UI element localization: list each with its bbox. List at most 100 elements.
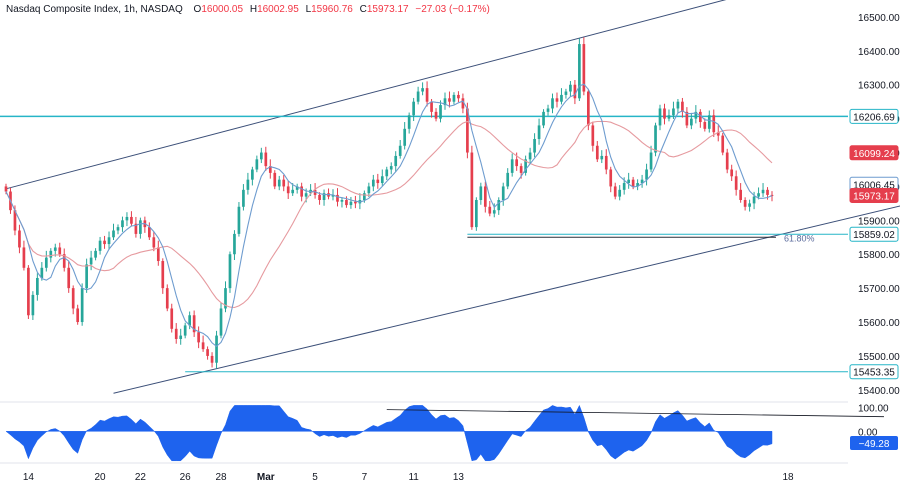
change-value: −27.03 (−0.17%) bbox=[415, 4, 490, 15]
candle-body bbox=[730, 169, 734, 177]
price-label-box bbox=[849, 364, 899, 380]
candle-body bbox=[564, 91, 568, 95]
candle-body bbox=[389, 166, 393, 170]
candle-body bbox=[654, 125, 657, 153]
candle-body bbox=[676, 101, 680, 109]
candle-body bbox=[573, 84, 577, 99]
candle-body bbox=[210, 355, 214, 363]
candle-body bbox=[192, 315, 196, 333]
candle-body bbox=[501, 186, 505, 200]
candle-body bbox=[367, 186, 371, 194]
candle-body bbox=[251, 169, 254, 180]
candle-body bbox=[748, 203, 751, 207]
price-label-text: 15859.02 bbox=[853, 230, 895, 241]
candle-body bbox=[604, 155, 608, 170]
candle-body bbox=[246, 179, 250, 190]
price-label-text: 16206.69 bbox=[853, 112, 895, 123]
time-tick-label: 11 bbox=[408, 472, 419, 483]
candle-body bbox=[18, 230, 21, 248]
candle-body bbox=[398, 145, 402, 156]
price-tick-label: 15900.00 bbox=[858, 216, 900, 227]
candle-body bbox=[116, 227, 120, 231]
candle-body bbox=[304, 193, 308, 197]
candle-body bbox=[743, 200, 747, 207]
oscillator-pane bbox=[5, 404, 884, 462]
candle-body bbox=[434, 111, 438, 119]
candle-body bbox=[524, 159, 527, 173]
oscillator-tick-label: 100.00 bbox=[858, 404, 889, 415]
candle-body bbox=[139, 220, 142, 234]
candle-body bbox=[712, 115, 716, 133]
open-label: O bbox=[193, 4, 202, 15]
candle-body bbox=[255, 159, 259, 170]
candle-body bbox=[89, 257, 93, 265]
candle-body bbox=[125, 216, 129, 221]
close-value: 15973.17 bbox=[366, 4, 409, 15]
candle-body bbox=[376, 179, 380, 184]
price-tick-label: 15800.00 bbox=[858, 250, 900, 261]
candle-body bbox=[757, 193, 760, 197]
candle-body bbox=[22, 247, 26, 268]
price-tick-label: 16300.00 bbox=[858, 81, 900, 92]
candle-body bbox=[537, 125, 541, 139]
candle-body bbox=[219, 308, 223, 336]
candle-body bbox=[515, 159, 519, 167]
candle-body bbox=[201, 342, 205, 350]
candle-body bbox=[188, 315, 192, 326]
candle-body bbox=[586, 91, 590, 126]
candle-body bbox=[457, 94, 460, 99]
channel-lower-line bbox=[113, 205, 900, 394]
candle-body bbox=[291, 189, 295, 194]
candle-body bbox=[58, 247, 62, 255]
candle-body bbox=[497, 200, 501, 211]
price-tick-label: 16400.00 bbox=[858, 47, 900, 58]
trend-channel[interactable] bbox=[5, 0, 900, 394]
price-label-box bbox=[849, 108, 899, 124]
candle-body bbox=[551, 98, 554, 109]
candle-body bbox=[488, 206, 492, 214]
candle-body bbox=[613, 186, 617, 197]
close-label: C bbox=[359, 4, 367, 15]
time-axis[interactable]: 14 20 22 26 28 Mar 5 7 11 13 18 bbox=[23, 472, 794, 483]
price-label-text: 15453.35 bbox=[853, 368, 895, 379]
candle-body bbox=[667, 115, 671, 119]
candle-body bbox=[183, 325, 187, 336]
candle-body bbox=[148, 227, 151, 238]
candle-body bbox=[672, 108, 675, 116]
candle-body bbox=[295, 186, 299, 190]
candle-body bbox=[448, 98, 451, 102]
price-tick-label: 15600.00 bbox=[858, 318, 900, 329]
candle-body bbox=[300, 186, 303, 197]
candle-body bbox=[649, 152, 653, 170]
candle-body bbox=[734, 176, 738, 190]
time-tick-label: 13 bbox=[453, 472, 465, 483]
candle-body bbox=[98, 240, 102, 251]
candle-body bbox=[600, 155, 604, 160]
candle-body bbox=[595, 145, 599, 160]
candle-body bbox=[582, 44, 586, 92]
time-tick-label: Mar bbox=[257, 472, 275, 483]
candle-body bbox=[685, 111, 689, 126]
candle-body bbox=[345, 200, 348, 206]
candle-body bbox=[645, 169, 648, 180]
candle-body bbox=[380, 176, 384, 184]
channel-upper-line bbox=[5, 0, 727, 190]
horizontal-levels[interactable]: 61.80% bbox=[0, 115, 848, 373]
candle-body bbox=[322, 193, 326, 200]
symbol-title: Nasdaq Composite Index, 1h, NASDAQ bbox=[6, 4, 183, 15]
grid-layer bbox=[0, 401, 848, 464]
time-tick-label: 28 bbox=[215, 472, 227, 483]
candle-body bbox=[578, 44, 581, 99]
time-tick-label: 14 bbox=[23, 472, 35, 483]
candle-body bbox=[121, 220, 124, 228]
candle-body bbox=[640, 179, 644, 184]
price-label-text: 15973.17 bbox=[853, 192, 895, 203]
low-label: L bbox=[305, 4, 312, 15]
price-tick-label: 15400.00 bbox=[858, 386, 900, 397]
candle-body bbox=[707, 115, 711, 129]
candle-body bbox=[170, 308, 174, 329]
candle-body bbox=[215, 335, 218, 363]
candle-body bbox=[340, 200, 344, 202]
